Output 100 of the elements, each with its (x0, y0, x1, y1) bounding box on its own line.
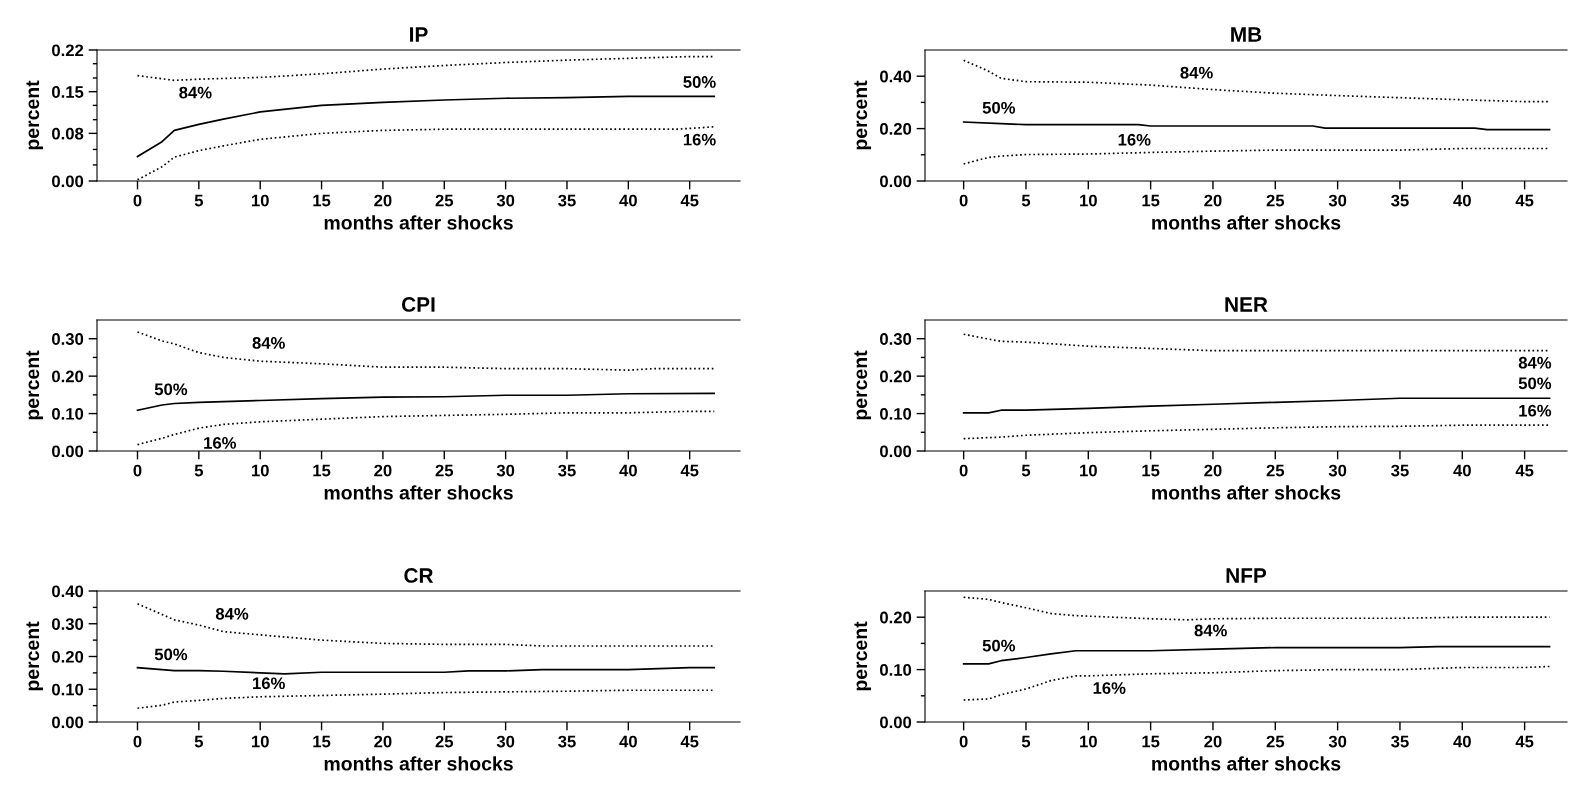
annotation: 16% (204, 436, 237, 449)
x-tick-label: 40 (619, 735, 637, 748)
y-tick-label: 0.10 (52, 683, 84, 696)
x-tick-label: 15 (1142, 194, 1160, 207)
x-tick-label: 45 (680, 735, 699, 748)
x-tick-label: 15 (313, 194, 331, 207)
y-tick-label: 0.00 (52, 445, 84, 458)
x-tick-label: 5 (194, 735, 204, 748)
x-tick-label: 35 (1391, 194, 1409, 207)
y-tick-label: 0.20 (880, 370, 912, 383)
annotation: 50% (154, 648, 188, 661)
y-tick-label: 0.22 (52, 44, 84, 57)
x-axis-title: months after shocks (1152, 756, 1341, 771)
x-tick-label: 25 (435, 194, 454, 207)
x-tick-label: 5 (194, 464, 204, 477)
annotation: 16% (1519, 404, 1552, 417)
y-tick-label: 0.00 (880, 175, 912, 188)
x-tick-label: 5 (1021, 194, 1031, 207)
x-tick-label: 30 (1328, 194, 1347, 207)
chart-title: IP (410, 27, 428, 42)
y-tick-label: 0.15 (52, 86, 84, 98)
line-series (136, 331, 716, 371)
x-tick-label: 15 (313, 464, 331, 477)
y-tick-label: 0.20 (880, 123, 912, 135)
chart-title: NFP (1226, 568, 1267, 583)
annotation: 84% (1194, 624, 1227, 637)
x-tick-label: 20 (1204, 735, 1222, 748)
x-tick-label: 15 (1142, 735, 1160, 748)
x-tick-label: 40 (1453, 735, 1471, 748)
line-series (962, 665, 1551, 701)
y-tick-label: 0.10 (880, 664, 912, 676)
y-axis-title: percent (26, 80, 44, 150)
x-tick-label: 15 (313, 735, 331, 748)
x-tick-label: 0 (959, 194, 968, 207)
x-tick-label: 20 (374, 464, 392, 477)
x-tick-label: 10 (1080, 194, 1097, 207)
x-tick-label: 20 (374, 194, 392, 207)
x-tick-label: 40 (619, 464, 637, 477)
annotation: 16% (683, 133, 716, 146)
annotation: 16% (1118, 133, 1151, 146)
x-tick-label: 20 (1204, 194, 1222, 207)
annotation: 50% (982, 101, 1016, 114)
y-tick-label: 0.40 (880, 70, 912, 83)
y-tick-label: 0.00 (880, 445, 912, 458)
x-tick-label: 30 (496, 194, 515, 207)
annotation: 84% (1518, 356, 1552, 369)
line-series (962, 596, 1551, 621)
x-axis-title: months after shocks (324, 485, 513, 500)
annotation: 16% (253, 677, 285, 690)
line-series (136, 666, 716, 675)
x-axis-title: months after shocks (1152, 485, 1341, 500)
chart-title: CR (404, 568, 434, 583)
annotation: 50% (982, 639, 1016, 652)
annotation: 16% (1093, 682, 1126, 694)
annotation: 50% (683, 76, 716, 88)
x-tick-label: 0 (959, 464, 968, 477)
x-tick-label: 10 (251, 735, 269, 748)
chart-title: NER (1225, 297, 1268, 312)
y-tick-label: 0.30 (52, 333, 84, 345)
y-tick-label: 0.00 (52, 716, 84, 729)
x-tick-label: 25 (435, 464, 454, 477)
y-axis-title: percent (854, 621, 872, 691)
x-tick-label: 40 (1453, 464, 1471, 477)
x-tick-label: 25 (1266, 735, 1285, 748)
x-tick-label: 0 (959, 735, 968, 748)
x-tick-label: 0 (133, 194, 142, 207)
x-tick-label: 5 (194, 194, 204, 207)
annotation: 50% (1518, 377, 1552, 390)
x-tick-label: 35 (558, 464, 576, 477)
x-tick-label: 35 (558, 735, 576, 748)
x-tick-label: 40 (619, 194, 637, 207)
x-tick-label: 5 (1021, 464, 1031, 477)
x-tick-label: 10 (251, 194, 269, 207)
x-tick-label: 45 (1515, 735, 1534, 748)
x-tick-label: 25 (1266, 194, 1285, 207)
y-tick-label: 0.10 (52, 407, 84, 420)
x-axis-title: months after shocks (324, 756, 513, 771)
x-tick-label: 15 (1142, 464, 1160, 477)
x-tick-label: 5 (1021, 735, 1031, 748)
x-tick-label: 45 (1515, 194, 1534, 207)
x-tick-label: 45 (1515, 464, 1534, 477)
annotation: 84% (252, 337, 285, 349)
y-tick-label: 0.00 (880, 716, 912, 729)
annotation: 84% (1180, 66, 1213, 79)
annotation: 50% (154, 383, 188, 396)
y-tick-label: 0.00 (52, 175, 84, 188)
y-tick-label: 0.10 (880, 407, 912, 420)
chart-title: MB (1231, 27, 1262, 42)
line-series (962, 121, 1551, 131)
y-tick-label: 0.40 (52, 585, 84, 598)
x-tick-label: 35 (1391, 735, 1409, 748)
x-tick-label: 10 (251, 464, 269, 477)
x-tick-label: 25 (435, 735, 454, 748)
x-tick-label: 10 (1080, 735, 1097, 748)
line-series (962, 424, 1551, 440)
x-tick-label: 30 (1328, 735, 1347, 748)
x-tick-label: 30 (496, 735, 515, 748)
y-axis-title: percent (26, 621, 44, 691)
y-tick-label: 0.30 (880, 333, 912, 345)
y-axis-title: percent (26, 350, 44, 420)
